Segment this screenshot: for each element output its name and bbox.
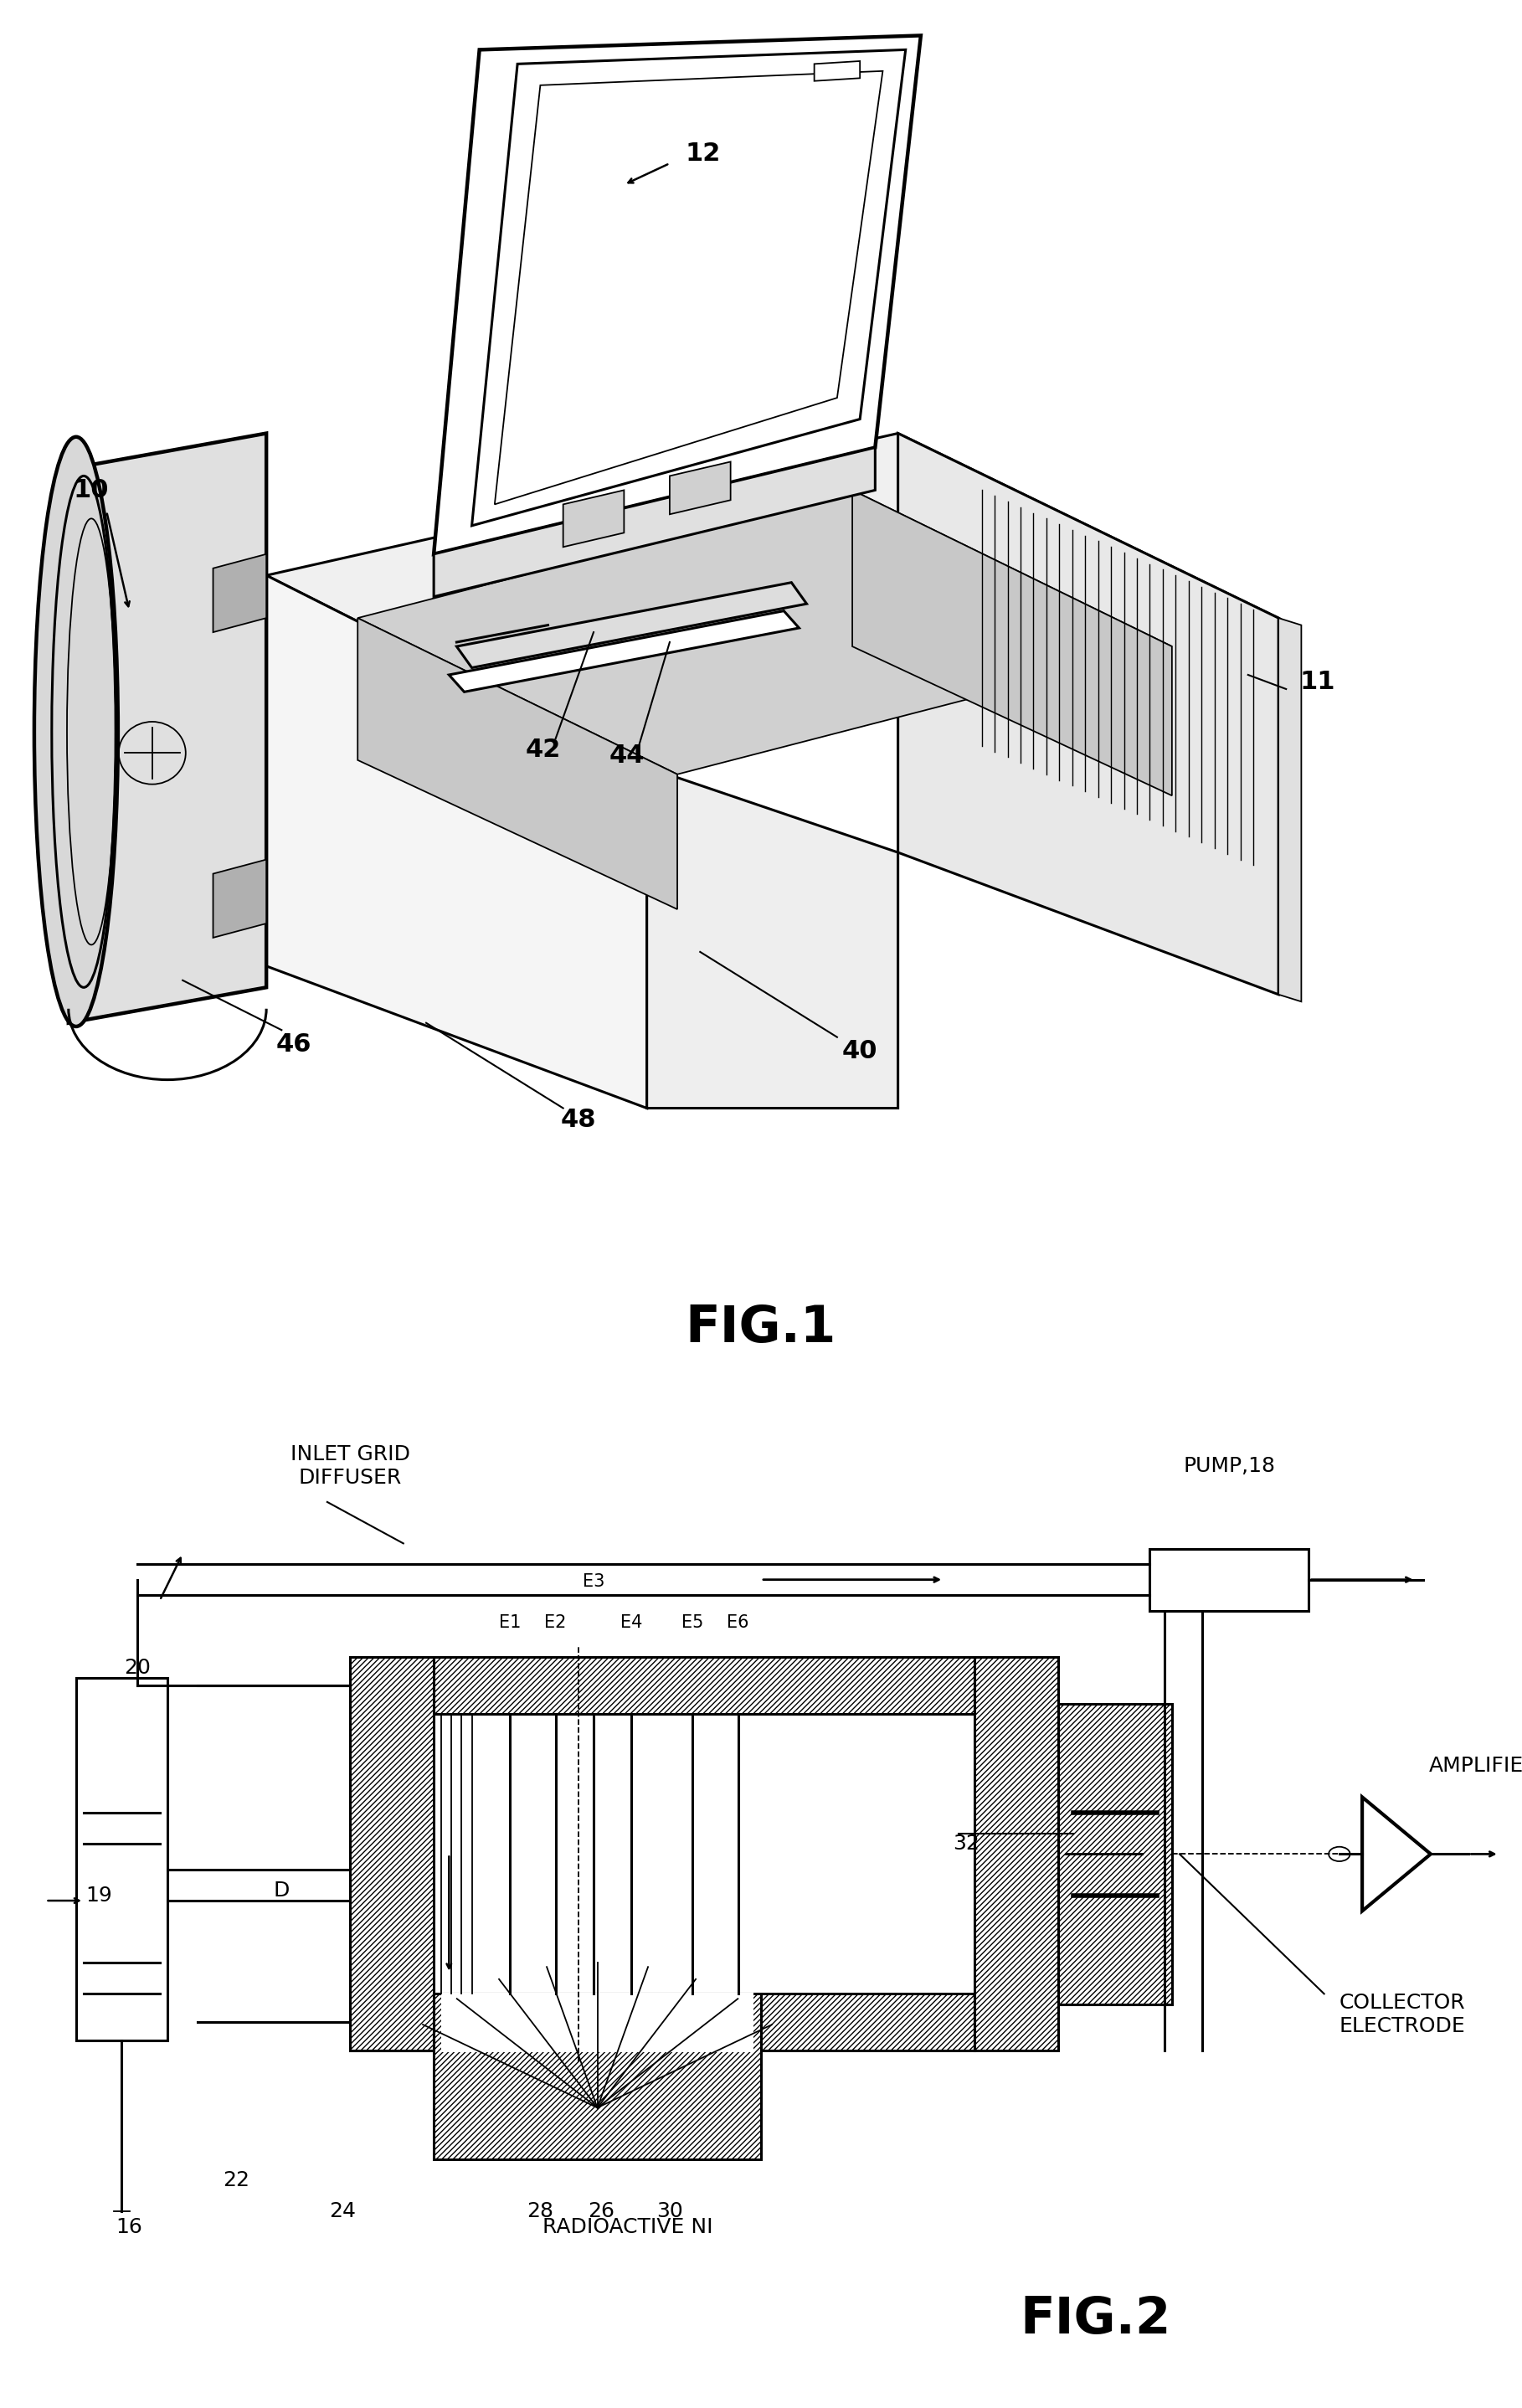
Polygon shape — [563, 491, 624, 547]
Text: 44: 44 — [609, 744, 645, 768]
Text: COLLECTOR
ELECTRODE: COLLECTOR ELECTRODE — [1339, 1994, 1466, 2037]
Text: 16: 16 — [116, 2218, 143, 2237]
Text: 30: 30 — [656, 2201, 683, 2220]
Text: E4: E4 — [621, 1616, 642, 1633]
Text: 24: 24 — [329, 2201, 356, 2220]
Polygon shape — [449, 612, 799, 691]
Ellipse shape — [35, 436, 119, 1026]
Text: E6: E6 — [728, 1616, 749, 1633]
Polygon shape — [898, 433, 1278, 995]
Polygon shape — [358, 491, 1172, 775]
Polygon shape — [213, 860, 266, 937]
Polygon shape — [213, 554, 266, 633]
Bar — [441, 1994, 753, 2052]
Text: 46: 46 — [275, 1033, 312, 1057]
Text: 12: 12 — [685, 142, 721, 166]
Text: E2: E2 — [545, 1616, 566, 1633]
Text: 48: 48 — [560, 1108, 597, 1132]
Bar — [350, 1994, 974, 2052]
Text: INLET GRID
DIFFUSER: INLET GRID DIFFUSER — [291, 1445, 409, 1488]
Bar — [350, 1657, 974, 1714]
Text: E5: E5 — [682, 1616, 703, 1633]
Polygon shape — [457, 583, 807, 667]
Polygon shape — [852, 491, 1172, 795]
Bar — [1058, 1705, 1172, 2003]
Text: FIG.1: FIG.1 — [685, 1303, 837, 1353]
Text: RADIOACTIVE NI: RADIOACTIVE NI — [542, 2218, 714, 2237]
Text: E1: E1 — [499, 1616, 521, 1633]
Text: PUMP,18: PUMP,18 — [1183, 1457, 1275, 1476]
Text: 32: 32 — [953, 1832, 980, 1854]
Polygon shape — [358, 619, 677, 910]
Text: 10: 10 — [73, 479, 110, 503]
Text: 11: 11 — [1300, 669, 1335, 694]
Polygon shape — [647, 768, 898, 1108]
Text: 22: 22 — [222, 2170, 250, 2191]
Text: 19: 19 — [85, 1885, 113, 1905]
Bar — [434, 1994, 761, 2160]
Polygon shape — [1278, 619, 1301, 1002]
Polygon shape — [434, 36, 921, 554]
Text: 40: 40 — [842, 1040, 878, 1064]
Text: E3: E3 — [583, 1572, 604, 1589]
Polygon shape — [434, 448, 875, 597]
Text: FIG.2: FIG.2 — [1020, 2295, 1172, 2345]
Polygon shape — [266, 576, 647, 1108]
Bar — [76, 1678, 167, 2040]
Text: 42: 42 — [525, 737, 562, 763]
Bar — [350, 1657, 434, 2052]
Text: 26: 26 — [587, 2201, 615, 2220]
Polygon shape — [814, 60, 860, 82]
Text: AMPLIFIER: AMPLIFIER — [1429, 1755, 1522, 1777]
Text: 20: 20 — [123, 1657, 151, 1678]
Polygon shape — [266, 433, 1278, 768]
Bar — [974, 1657, 1058, 2052]
Text: 28: 28 — [527, 2201, 554, 2220]
Polygon shape — [495, 72, 883, 503]
Polygon shape — [68, 433, 266, 1023]
Polygon shape — [670, 462, 731, 515]
Text: D: D — [274, 1881, 289, 1900]
Polygon shape — [472, 51, 906, 525]
